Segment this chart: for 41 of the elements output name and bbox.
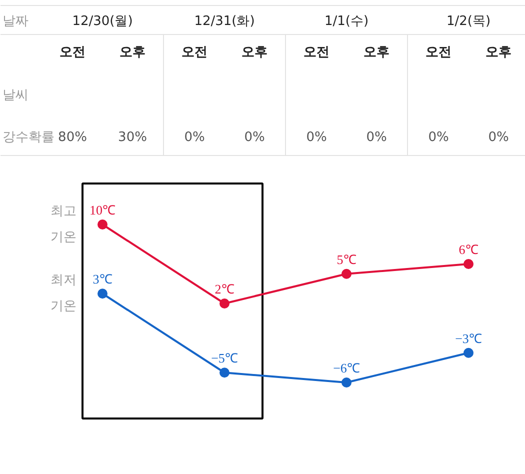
data-label: 5℃ <box>336 252 356 267</box>
text: 0% <box>366 130 387 145</box>
text: 0% <box>244 130 265 145</box>
data-label: 3℃ <box>92 272 112 287</box>
text: 오후 <box>242 45 268 60</box>
data-label: −5℃ <box>211 350 238 366</box>
point <box>98 288 108 299</box>
point <box>98 220 108 230</box>
point <box>220 298 230 308</box>
text: 오후 <box>120 45 146 60</box>
x-tick-label: 1/2(목) <box>446 14 491 29</box>
text: 0% <box>306 130 327 145</box>
series-label: 최저 기온 <box>50 273 76 314</box>
text: 오후 <box>486 45 512 60</box>
x-tick-label: 1/1(수) <box>324 14 369 29</box>
text: 오전 <box>182 45 208 60</box>
text: 0% <box>428 130 449 145</box>
data-label: 2℃ <box>214 282 234 296</box>
text: 오전 <box>426 45 452 60</box>
x-tick-label: 12/30(월) <box>72 14 133 29</box>
point <box>220 368 230 378</box>
text: 날씨 <box>2 88 28 103</box>
text: 오후 <box>364 45 390 60</box>
data-label: −6℃ <box>333 360 360 376</box>
point <box>464 259 474 269</box>
series-label: 최고 기온 <box>50 204 76 245</box>
text: 0% <box>488 130 509 145</box>
data-label: −3℃ <box>455 330 482 346</box>
text: 오전 <box>304 45 330 60</box>
data-label: 6℃ <box>458 242 478 257</box>
x-tick-label: 12/31(화) <box>194 14 255 29</box>
text: 날짜 <box>2 14 28 29</box>
text: 30% <box>118 130 147 145</box>
text: 0% <box>184 130 205 145</box>
data-label: 10℃ <box>90 202 116 218</box>
point <box>464 348 474 358</box>
point <box>342 268 352 279</box>
point <box>342 378 352 388</box>
text: 80% <box>58 130 87 145</box>
text: 강수확률 <box>2 130 54 145</box>
text: 오전 <box>60 45 86 60</box>
